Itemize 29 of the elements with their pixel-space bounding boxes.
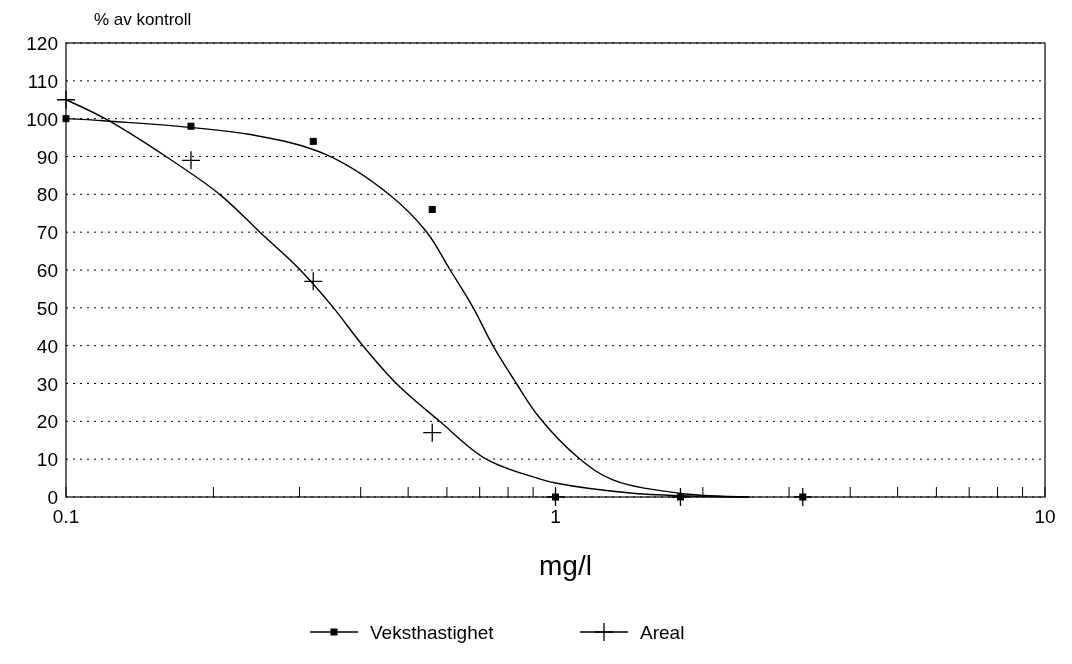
legend-label: Areal (640, 622, 685, 643)
y-tick-label: 40 (36, 335, 58, 357)
y-tick-label: 50 (36, 297, 58, 319)
point (187, 122, 195, 130)
point (670, 487, 691, 507)
point (62, 115, 70, 123)
y-tick-label: 60 (36, 260, 58, 281)
y-tick-label: 100 (26, 108, 58, 130)
y-tick-label: 110 (27, 70, 58, 92)
y-tick-label: 120 (26, 33, 58, 54)
x-axis-title: mg/l (539, 550, 592, 581)
y-tick-label: 0 (47, 487, 58, 508)
point (545, 487, 566, 507)
x-tick-label: 0.1 (52, 506, 80, 527)
point (303, 271, 323, 291)
y-tick-label: 10 (36, 449, 58, 471)
legend-label: Veksthastighet (370, 622, 495, 643)
x-tick-label: 1 (550, 506, 561, 527)
y-tick-label: 30 (36, 373, 58, 395)
y-axis-title: % av kontroll (94, 10, 192, 29)
point (793, 487, 813, 507)
y-tick-label: 20 (36, 411, 58, 433)
point (309, 137, 317, 145)
point (181, 150, 201, 170)
point (56, 90, 76, 110)
y-tick-label: 80 (36, 184, 58, 206)
x-tick-label: 10 (1034, 506, 1056, 527)
y-tick-label: 90 (36, 146, 58, 168)
y-tick-label: 70 (36, 222, 58, 244)
